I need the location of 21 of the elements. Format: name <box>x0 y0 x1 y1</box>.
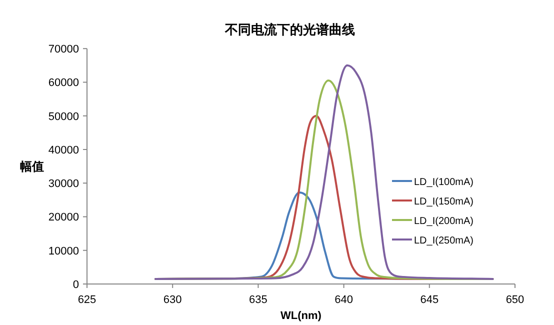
y-axis-title: 幅值 <box>20 159 44 174</box>
y-tick-label: 60000 <box>48 77 79 90</box>
x-tick-label: 640 <box>334 294 353 306</box>
x-tick-label: 625 <box>78 294 96 306</box>
x-tick-label: 650 <box>506 294 524 306</box>
legend-label: LD_I(200mA) <box>414 216 474 227</box>
x-tick-label: 630 <box>163 294 182 306</box>
x-axis-title: WL(nm) <box>280 310 322 322</box>
legend-label: LD_I(100mA) <box>414 177 474 188</box>
legend-label: LD_I(250mA) <box>414 236 474 246</box>
chart-title: 不同电流下的光谱曲线 <box>224 22 355 37</box>
y-tick-label: 10000 <box>48 245 79 258</box>
y-tick-label: 20000 <box>48 212 79 224</box>
y-tick-label: 30000 <box>48 178 79 190</box>
y-tick-label: 50000 <box>48 110 79 123</box>
y-tick-label: 0 <box>72 279 79 291</box>
x-tick-label: 645 <box>420 294 439 306</box>
legend-label: LD_I(150mA) <box>414 196 474 208</box>
y-tick-label: 40000 <box>48 144 79 156</box>
x-tick-label: 635 <box>249 294 268 306</box>
y-tick-label: 70000 <box>48 44 79 56</box>
